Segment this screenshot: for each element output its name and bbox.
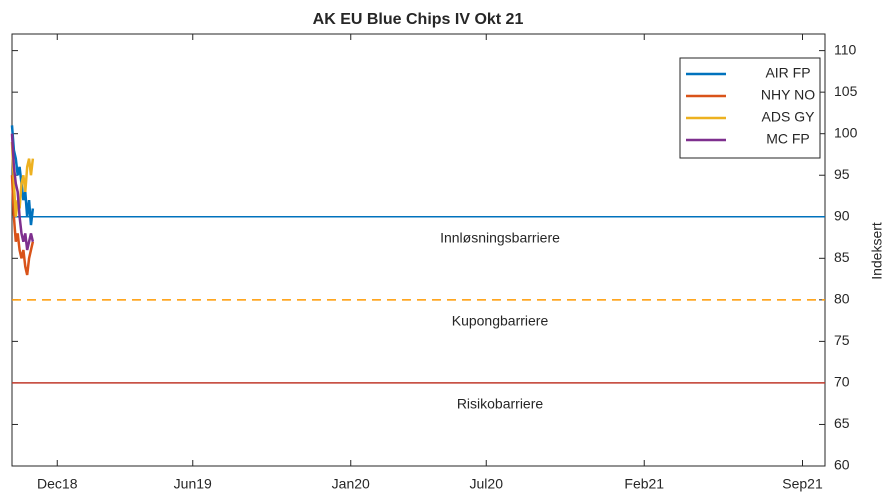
x-tick-label: Jan20	[332, 476, 370, 492]
x-tick-label: Jul20	[470, 476, 504, 492]
x-tick-label: Sep21	[782, 476, 823, 492]
y-tick-label: 90	[834, 207, 850, 223]
x-tick-label: Jun19	[174, 476, 212, 492]
series-line	[10, 125, 35, 226]
y-tick-label: 65	[834, 415, 850, 431]
y-tick-label: 60	[834, 457, 850, 473]
y-tick-label: 105	[834, 83, 858, 99]
barrier-label: Risikobarriere	[457, 396, 544, 412]
legend-label: MC FP	[766, 131, 810, 147]
y-tick-label: 110	[834, 41, 857, 57]
legend-label: NHY NO	[761, 87, 815, 103]
x-tick-label: Feb21	[624, 476, 664, 492]
y-tick-label: 80	[834, 291, 850, 307]
y-tick-label: 70	[834, 374, 850, 390]
y-tick-label: 95	[834, 166, 850, 182]
series-line	[10, 133, 35, 251]
chart-title: AK EU Blue Chips IV Okt 21	[313, 11, 524, 28]
barrier-label: Kupongbarriere	[452, 313, 549, 329]
y-axis-label: Indeksert	[869, 222, 885, 280]
y-tick-label: 85	[834, 249, 850, 265]
y-tick-label: 100	[834, 124, 858, 140]
y-tick-label: 75	[834, 332, 850, 348]
series-line	[10, 175, 35, 276]
legend-label: AIR FP	[765, 65, 810, 81]
series-line	[10, 141, 35, 217]
x-tick-label: Dec18	[37, 476, 78, 492]
barrier-label: Innløsningsbarriere	[440, 229, 560, 245]
legend-label: ADS GY	[762, 109, 816, 125]
